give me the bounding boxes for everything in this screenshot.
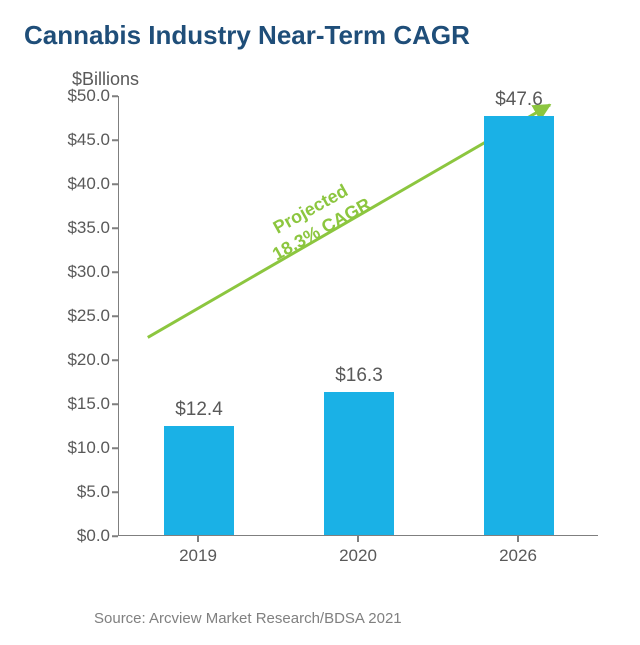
- xtick-label: 2026: [499, 546, 537, 566]
- ytick-label: $25.0: [67, 306, 110, 326]
- ytick-label: $45.0: [67, 130, 110, 150]
- trend-annotation: Projected18.3% CAGR: [257, 173, 374, 265]
- y-axis-label: $Billions: [72, 69, 616, 90]
- ytick-mark: [112, 271, 118, 273]
- ytick-label: $5.0: [77, 482, 110, 502]
- source-citation: Source: Arcview Market Research/BDSA 202…: [94, 610, 402, 627]
- ytick-mark: [112, 183, 118, 185]
- chart-area: $12.4$16.3$47.6Projected18.3% CAGR $0.0$…: [48, 96, 608, 566]
- xtick-mark: [517, 536, 519, 542]
- ytick-label: $15.0: [67, 394, 110, 414]
- xtick-label: 2019: [179, 546, 217, 566]
- chart-title: Cannabis Industry Near-Term CAGR: [24, 20, 616, 51]
- ytick-mark: [112, 139, 118, 141]
- bar-value-label: $47.6: [495, 89, 543, 111]
- bar-value-label: $16.3: [335, 365, 383, 387]
- ytick-mark: [112, 95, 118, 97]
- ytick-mark: [112, 403, 118, 405]
- ytick-label: $0.0: [77, 526, 110, 546]
- ytick-mark: [112, 315, 118, 317]
- plot-region: $12.4$16.3$47.6Projected18.3% CAGR: [118, 96, 598, 536]
- bar: [324, 392, 394, 535]
- ytick-label: $35.0: [67, 218, 110, 238]
- bar-value-label: $12.4: [175, 399, 223, 421]
- ytick-label: $30.0: [67, 262, 110, 282]
- xtick-mark: [357, 536, 359, 542]
- chart-container: Cannabis Industry Near-Term CAGR $Billio…: [0, 0, 640, 645]
- ytick-mark: [112, 447, 118, 449]
- ytick-label: $10.0: [67, 438, 110, 458]
- ytick-label: $40.0: [67, 174, 110, 194]
- ytick-mark: [112, 227, 118, 229]
- ytick-mark: [112, 491, 118, 493]
- xtick-label: 2020: [339, 546, 377, 566]
- ytick-mark: [112, 535, 118, 537]
- ytick-mark: [112, 359, 118, 361]
- ytick-label: $50.0: [67, 86, 110, 106]
- bar: [484, 116, 554, 535]
- bar: [164, 426, 234, 535]
- xtick-mark: [197, 536, 199, 542]
- ytick-label: $20.0: [67, 350, 110, 370]
